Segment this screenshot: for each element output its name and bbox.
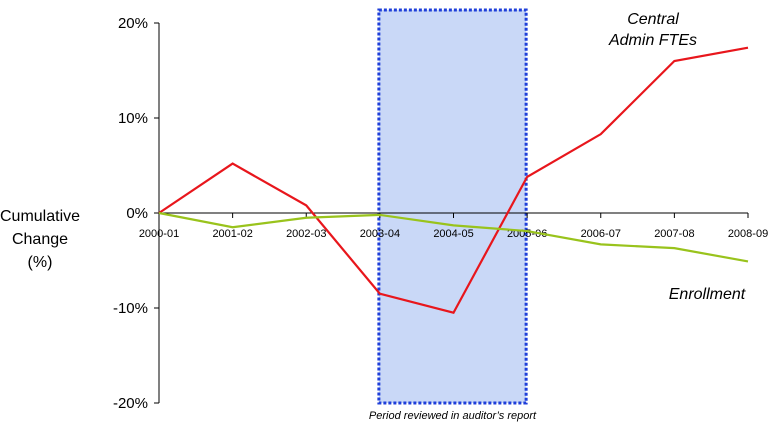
y-tick-label: -20% bbox=[113, 395, 148, 412]
admin-series-annotation-line2: Admin FTEs bbox=[608, 32, 697, 49]
enrollment-line bbox=[158, 211, 749, 263]
series-layer bbox=[158, 46, 749, 315]
x-tick-label: 2006-07 bbox=[581, 228, 621, 240]
enrollment-series-annotation: Enrollment bbox=[669, 286, 746, 303]
x-tick-label: 2001-02 bbox=[212, 228, 252, 240]
x-tick-label: 2007-08 bbox=[654, 228, 694, 240]
x-tick-label: 2002-03 bbox=[286, 228, 326, 240]
x-tick-label: 2000-01 bbox=[139, 228, 179, 240]
x-tick-label: 2003-04 bbox=[360, 228, 400, 240]
y-tick-label: 0% bbox=[126, 205, 148, 222]
highlight-period-band bbox=[377, 8, 528, 405]
y-axis-label-line3: (%) bbox=[28, 254, 53, 271]
y-axis-ticks: -20% -10% 0% 10% 20% bbox=[113, 15, 159, 412]
highlight-period-label: Period reviewed in auditor’s report bbox=[369, 410, 537, 422]
y-tick-label: 20% bbox=[118, 15, 148, 32]
y-axis-label-line1: Cumulative bbox=[0, 208, 80, 225]
y-axis-label-line2: Change bbox=[12, 231, 68, 248]
y-tick-label: 10% bbox=[118, 110, 148, 127]
x-tick-label: 2008-09 bbox=[728, 228, 768, 240]
central-admin-ftes-line bbox=[158, 46, 749, 315]
y-tick-label: -10% bbox=[113, 300, 148, 317]
x-tick-label: 2004-05 bbox=[433, 228, 473, 240]
admin-series-annotation-line1: Central bbox=[627, 11, 679, 28]
